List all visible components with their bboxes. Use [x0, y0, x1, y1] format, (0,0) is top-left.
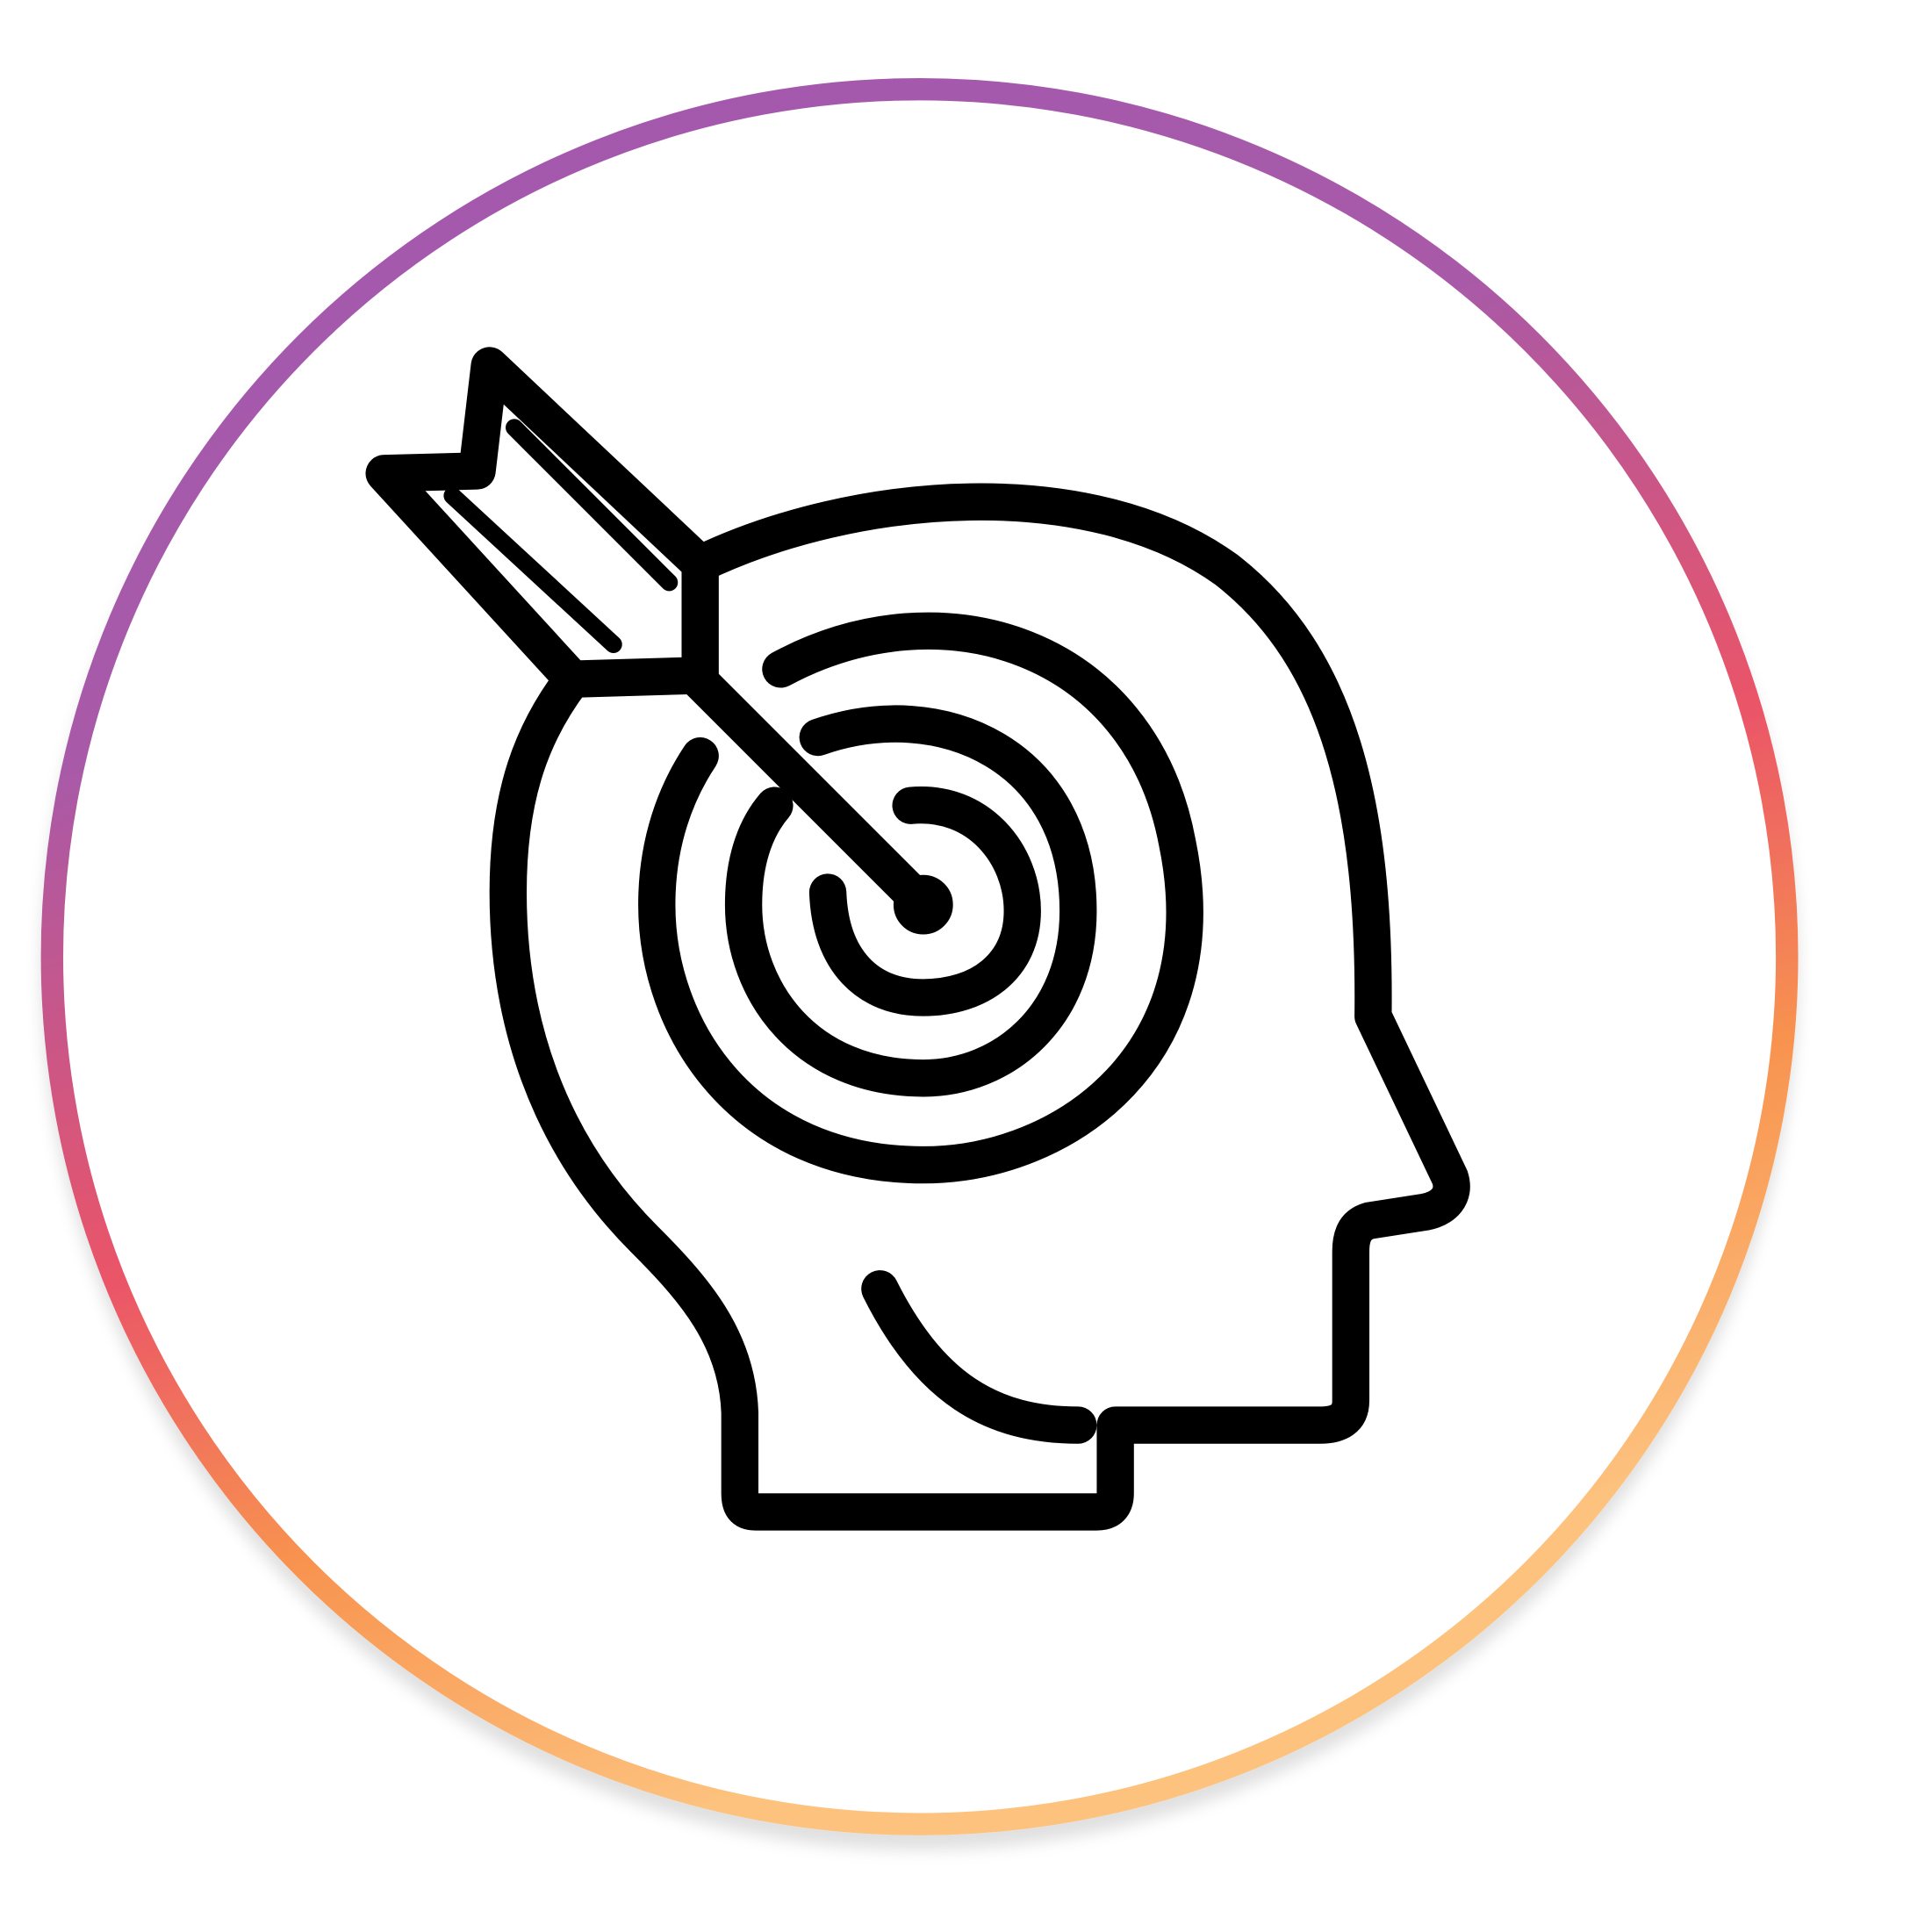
- badge-ring: [40, 77, 1799, 1835]
- target-ring-middle: [724, 705, 1097, 1097]
- arrow-fletching: [365, 347, 719, 698]
- arrow-shaft: [675, 657, 942, 923]
- fletching-line-1: [443, 486, 622, 654]
- target-ring-outer: [638, 612, 1203, 1184]
- jaw-line: [861, 1270, 1097, 1444]
- head-outline: [489, 483, 1470, 1531]
- head-target-icon: [365, 347, 1470, 1531]
- fletching-line-2: [506, 419, 679, 592]
- target-ring-inner: [808, 786, 1041, 1016]
